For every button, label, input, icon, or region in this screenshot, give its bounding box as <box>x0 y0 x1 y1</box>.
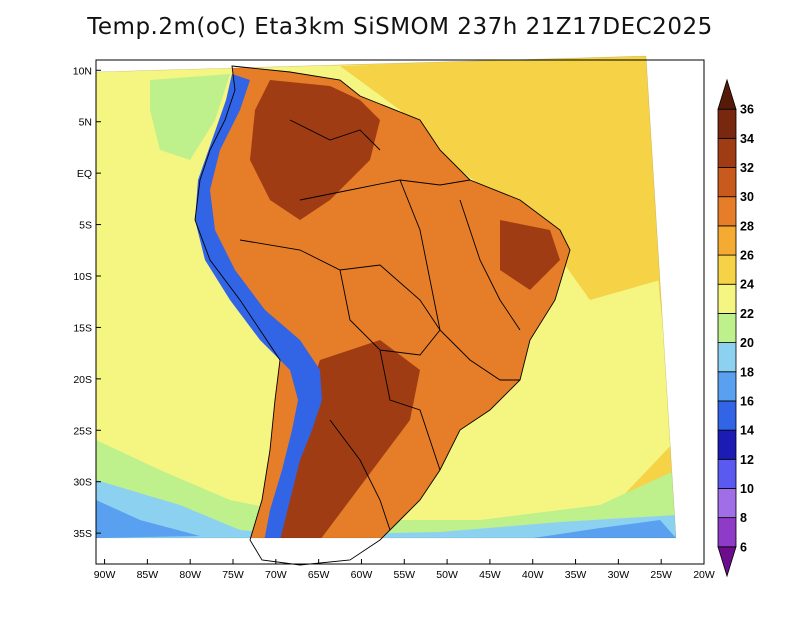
lon-tick-label: 45W <box>479 569 501 581</box>
border-state-3 <box>399 179 441 331</box>
temperature-field <box>96 56 676 538</box>
border-brazil-peru <box>239 239 441 331</box>
colorbar-swatch <box>717 167 737 198</box>
colorbar-swatch <box>717 429 737 460</box>
colorbar-swatch <box>717 546 737 578</box>
colorbar-swatch <box>717 137 737 168</box>
lat-tick-label: EQ <box>77 168 92 180</box>
colorbar-label: 34 <box>740 132 754 146</box>
ocean-cool-zone <box>96 500 676 538</box>
colorbar-swatch <box>717 488 737 519</box>
andes-cold-band <box>195 74 322 538</box>
lat-tick-label: 10N <box>73 65 92 77</box>
border-paraguay <box>379 349 441 471</box>
colorbar-swatch <box>717 225 737 256</box>
coastline <box>194 65 571 566</box>
colorbar-label: 12 <box>740 453 754 467</box>
lon-tick-label: 90W <box>94 569 116 581</box>
colorbar-label: 18 <box>740 365 754 379</box>
colorbar-label: 6 <box>740 540 747 554</box>
border-argentina-chile <box>329 419 391 531</box>
colorbar-swatch <box>717 313 737 343</box>
colorbar-swatch <box>717 78 737 110</box>
colorbar-label: 10 <box>740 482 754 496</box>
ocean-green-zone <box>96 440 676 538</box>
colorbar-swatch <box>717 196 737 227</box>
colorbar-label: 14 <box>740 424 754 438</box>
lon-tick-label: 65W <box>308 569 330 581</box>
pacific-green-zone <box>150 74 230 160</box>
map-title: Temp.2m(oC) Eta3km SiSMOM 237h 21Z17DEC2… <box>87 14 713 40</box>
colorbar-label: 30 <box>740 190 754 204</box>
lon-tick-label: 80W <box>179 569 201 581</box>
longitude-axis: 90W 85W 80W 75W 70W 65W 60W 55W 50W 45W 40W 35W 30W 2… <box>94 559 715 581</box>
colorbar-label: 8 <box>740 511 747 525</box>
ocean-gold-zone <box>340 56 660 300</box>
colorbar-swatch <box>717 517 737 548</box>
colorbar-swatch <box>717 108 737 139</box>
lon-tick-label: 30W <box>608 569 630 581</box>
lon-tick-label: 40W <box>522 569 544 581</box>
lat-tick-label: 5N <box>79 117 92 129</box>
lat-tick-label: 20S <box>73 374 92 386</box>
lat-tick-label: 10S <box>73 271 92 283</box>
lon-tick-label: 20W <box>693 569 715 581</box>
colorbar-label: 24 <box>740 278 754 292</box>
colorbar-label: 32 <box>740 161 754 175</box>
colorbar-label: 20 <box>740 336 754 350</box>
colorbar-label: 28 <box>740 219 754 233</box>
colorbar-swatch <box>717 371 737 402</box>
land-hot-core <box>250 80 560 538</box>
colorbar-label: 16 <box>740 394 754 408</box>
colorbar: 6 8 10 12 14 16 18 20 22 24 26 28 30 32 34 36 <box>717 78 754 578</box>
colorbar-label: 22 <box>740 307 754 321</box>
lon-tick-label: 50W <box>436 569 458 581</box>
lon-tick-label: 70W <box>265 569 287 581</box>
colorbar-swatch <box>717 458 737 489</box>
political-borders <box>194 65 571 566</box>
lat-tick-label: 35S <box>73 528 92 540</box>
lon-tick-label: 35W <box>565 569 587 581</box>
lat-tick-label: 15S <box>73 322 92 334</box>
colorbar-label: 26 <box>740 249 754 263</box>
lon-tick-label: 85W <box>137 569 159 581</box>
lon-tick-label: 60W <box>351 569 373 581</box>
border-state-1 <box>439 329 520 381</box>
colorbar-swatch <box>717 254 737 285</box>
map-frame <box>95 59 705 565</box>
latitude-axis: 10N 5N EQ 5S 10S 15S 20S 25S 30S 35S <box>73 65 101 540</box>
lat-tick-label: 30S <box>73 477 92 489</box>
colorbar-swatch <box>717 400 737 431</box>
colorbar-label: 36 <box>740 103 754 117</box>
lat-tick-label: 25S <box>73 425 92 437</box>
lat-tick-label: 5S <box>79 220 92 232</box>
colorbar-swatch <box>717 342 737 373</box>
lon-tick-label: 25W <box>650 569 672 581</box>
border-state-2 <box>459 199 521 331</box>
colorbar-swatch <box>717 283 737 314</box>
lon-tick-label: 55W <box>393 569 415 581</box>
border-venezuela <box>289 119 381 151</box>
lon-tick-label: 75W <box>222 569 244 581</box>
